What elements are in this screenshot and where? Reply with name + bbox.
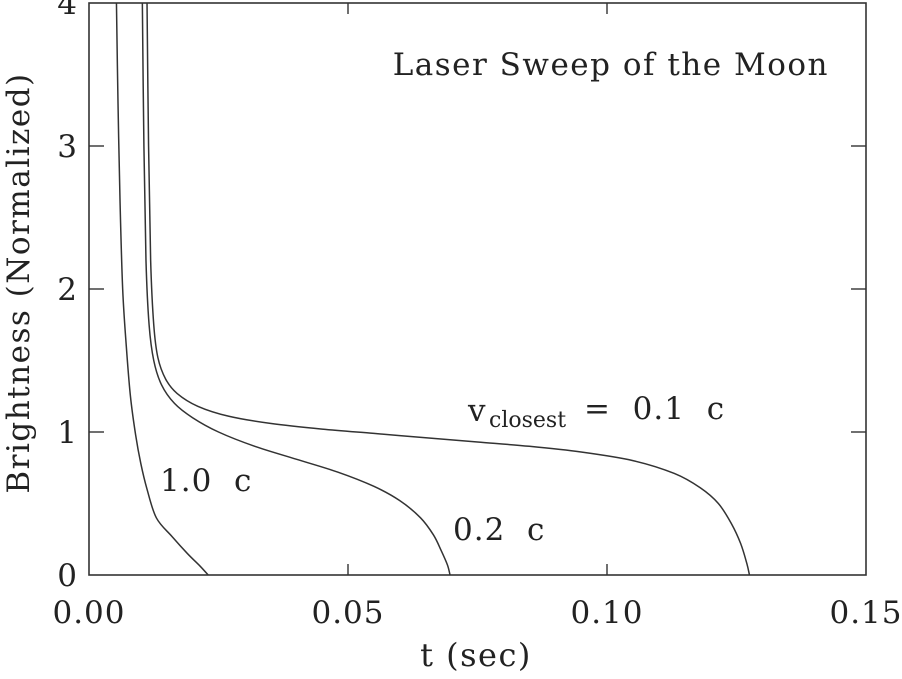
x-axis-label: t (sec) <box>420 636 532 674</box>
x-tick-label: 0.00 <box>52 595 125 631</box>
axis-tick-labels: 0.00 0.05 0.10 0.15 0 1 2 3 4 <box>52 0 902 631</box>
series-layer <box>115 3 751 575</box>
annotation-1-0c: 1.0 c <box>160 463 252 499</box>
y-tick-label: 3 <box>57 129 77 165</box>
y-axis-label: Brightness (Normalized) <box>1 72 37 493</box>
series-line-1-0-c <box>115 3 209 575</box>
y-tick-label: 4 <box>57 0 77 22</box>
y-tick-label: 1 <box>57 415 77 451</box>
annotation-0-2c: 0.2 c <box>453 512 545 548</box>
x-tick-label: 0.15 <box>829 595 902 631</box>
axis-ticks <box>89 3 866 575</box>
chart-title: Laser Sweep of the Moon <box>393 47 829 83</box>
annotation-v-closest: v closest = 0.1 c <box>467 391 725 433</box>
x-tick-label: 0.05 <box>311 595 384 631</box>
annotation-v-subscript: closest <box>489 408 566 433</box>
x-tick-label: 0.10 <box>570 595 643 631</box>
annotation-v-value: = 0.1 c <box>584 391 725 427</box>
annotation-v: v <box>467 393 486 429</box>
series-line-0-2-c <box>141 3 451 575</box>
series-line-0-1-c <box>146 3 751 575</box>
y-tick-label: 2 <box>57 272 77 308</box>
y-tick-label: 0 <box>57 558 77 594</box>
